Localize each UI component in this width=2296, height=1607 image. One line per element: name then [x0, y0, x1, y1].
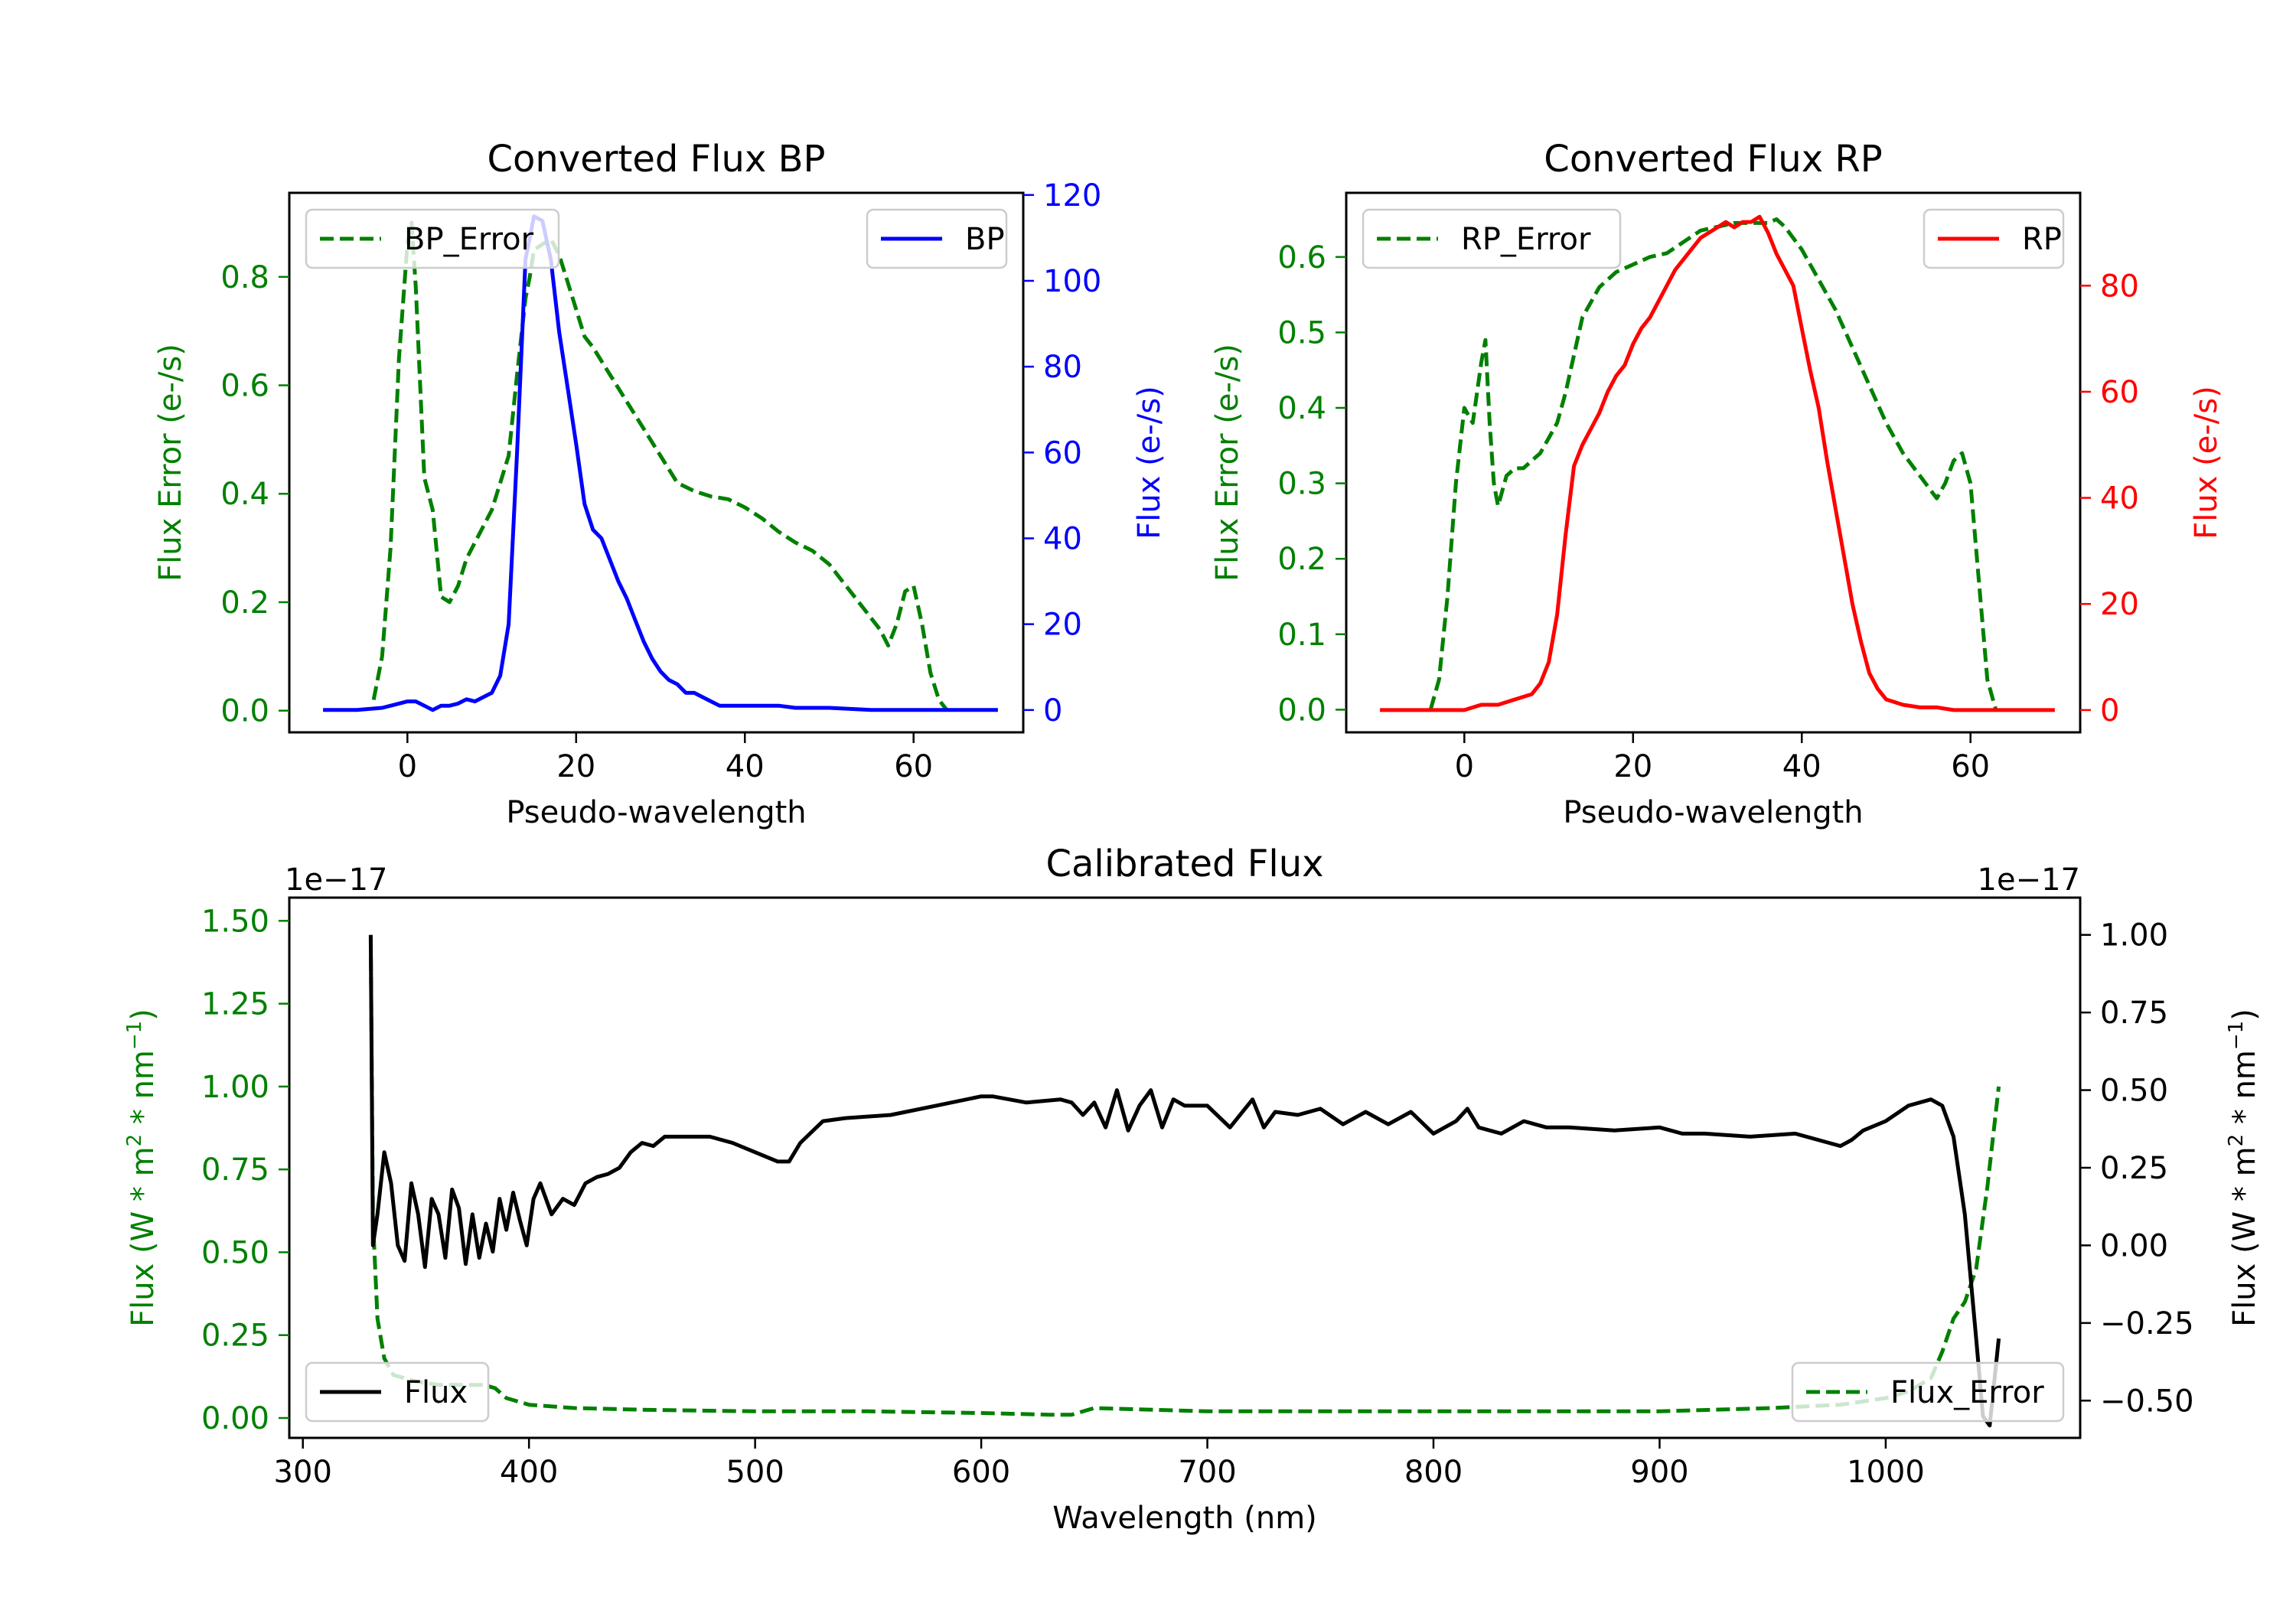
y-right-tick-label: 40: [1043, 521, 1082, 556]
plot-frame: [288, 191, 1025, 734]
legend-label: BP_Error: [404, 222, 534, 257]
y-right-tick-label: 0.50: [2100, 1074, 2168, 1109]
series-line-flux: [368, 934, 2001, 1428]
legend-label: Flux_Error: [1890, 1375, 2044, 1410]
y-left-tick-label: 0.2: [1277, 542, 1326, 577]
y-right-offset-label: 1e−17: [1978, 862, 2080, 898]
x-tick-label: 60: [1951, 749, 1990, 784]
y-left-tick-label: 0.1: [1277, 618, 1326, 653]
y-left-offset-label: 1e−17: [285, 862, 387, 898]
y-left-axis-label: Flux Error (e-/s): [1210, 344, 1245, 582]
legend-box: [305, 208, 560, 269]
x-tick-label: 300: [274, 1455, 332, 1490]
chart-panel-3: 300 400 500 600 700 800 900 1000 0.00 0.25 0.50 0.7…: [123, 843, 2262, 1536]
y-right-tick-label: 20: [2100, 587, 2139, 622]
x-tick-label: 20: [556, 749, 595, 784]
y-left-tick-label: 0.0: [1277, 693, 1326, 728]
y-left-tick-label: 0.75: [201, 1152, 269, 1188]
y-right-tick-label: 120: [1043, 178, 1101, 214]
y-left-tick-label: 0.50: [201, 1235, 269, 1270]
y-right-tick-label: −0.50: [2100, 1384, 2194, 1419]
y-right-axis-label: Flux (e-/s): [1132, 386, 1167, 539]
legend-box: [305, 1361, 490, 1423]
y-right-tick-label: 80: [1043, 350, 1082, 385]
chart-panel-1: 0 20 40 60 0.0 0.2 0.4 0.6 0.8 0 20 40 60 80 100 120 Con…: [153, 138, 1167, 830]
legend-box: [1791, 1361, 2065, 1423]
y-left-tick-label: 0.0: [220, 694, 269, 729]
series-line-bp-error: [371, 220, 949, 712]
y-left-tick-label: 0.5: [1277, 315, 1326, 350]
y-left-tick-label: 0.4: [220, 477, 269, 512]
x-tick-label: 500: [726, 1455, 784, 1490]
y-right-tick-label: 0.75: [2100, 996, 2168, 1031]
y-left-tick-label: 1.25: [201, 987, 269, 1022]
legend-label: BP: [965, 222, 1005, 257]
y-left-tick-label: 0.6: [220, 369, 269, 404]
y-right-tick-label: 20: [1043, 608, 1082, 643]
x-tick-label: 0: [398, 749, 417, 784]
y-left-tick-label: 0.4: [1277, 391, 1326, 426]
chart-panel-2: 0 20 40 60 0.0 0.1 0.2 0.3 0.4 0.5 0.6 0 20 40 60 80 Con…: [1210, 138, 2224, 830]
x-axis-label: Pseudo-wavelength: [1563, 795, 1863, 830]
y-left-tick-label: 1.00: [201, 1070, 269, 1105]
chart-title: Calibrated Flux: [1045, 843, 1323, 885]
y-left-tick-label: 0.8: [220, 260, 269, 295]
series-line-rp-error: [1428, 217, 1998, 711]
chart-title: Converted Flux BP: [488, 138, 826, 181]
y-left-tick-label: 0.6: [1277, 240, 1326, 275]
y-left-tick-label: 0.00: [201, 1401, 269, 1436]
legend-flux-error: Flux_Error: [1791, 1361, 2065, 1423]
y-left-tick-label: 1.50: [201, 904, 269, 939]
x-tick-label: 60: [894, 749, 933, 784]
x-tick-label: 400: [500, 1455, 558, 1490]
x-tick-label: 700: [1178, 1455, 1236, 1490]
y-left-axis-label: Flux Error (e-/s): [153, 344, 188, 582]
y-right-tick-label: 60: [2100, 375, 2139, 410]
legend-bp: BP: [866, 208, 1008, 269]
y-right-axis-label: Flux (e-/s): [2189, 386, 2224, 539]
x-tick-label: 1000: [1847, 1455, 1925, 1490]
legend-rp-error: RP_Error: [1362, 208, 1622, 269]
x-tick-label: 800: [1404, 1455, 1463, 1490]
x-tick-label: 40: [726, 749, 765, 784]
x-tick-label: 900: [1630, 1455, 1688, 1490]
y-right-tick-label: 0: [1043, 693, 1062, 729]
legend-label: Flux: [404, 1375, 468, 1410]
x-tick-label: 20: [1613, 749, 1652, 784]
y-right-tick-label: 0.00: [2100, 1228, 2168, 1263]
legend-rp: RP: [1923, 208, 2065, 269]
y-right-tick-label: 80: [2100, 269, 2139, 304]
legend-bp-error: BP_Error: [305, 208, 560, 269]
y-left-tick-label: 0.2: [220, 585, 269, 621]
y-right-tick-label: 0.25: [2100, 1151, 2168, 1186]
x-tick-label: 40: [1782, 749, 1821, 784]
legend-label: RP: [2022, 222, 2062, 257]
y-right-axis-label: Flux (W * m2 * nm−1): [2225, 1009, 2262, 1327]
legend-flux: Flux: [305, 1361, 490, 1423]
x-axis-label: Wavelength (nm): [1052, 1501, 1317, 1536]
y-left-axis-label: Flux (W * m2 * nm−1): [123, 1009, 161, 1327]
x-tick-label: 0: [1455, 749, 1474, 784]
x-axis-label: Pseudo-wavelength: [506, 795, 806, 830]
plot-frame: [1345, 191, 2082, 734]
y-right-tick-label: 0: [2100, 693, 2119, 729]
y-right-tick-label: −0.25: [2100, 1306, 2194, 1341]
plot-frame: [288, 896, 2082, 1439]
y-right-tick-label: 60: [1043, 435, 1082, 471]
series-line-flux-error: [368, 937, 2001, 1417]
chart-title: Converted Flux RP: [1544, 138, 1882, 181]
legend-label: RP_Error: [1461, 222, 1591, 257]
y-left-tick-label: 0.3: [1277, 467, 1326, 502]
y-right-tick-label: 100: [1043, 264, 1101, 299]
y-left-tick-label: 0.25: [201, 1319, 269, 1354]
y-right-tick-label: 1.00: [2100, 918, 2168, 953]
series-line-rp: [1380, 214, 2055, 712]
y-right-tick-label: 40: [2100, 481, 2139, 517]
legend-box: [1362, 208, 1622, 269]
series-line-bp: [323, 214, 998, 712]
x-tick-label: 600: [952, 1455, 1010, 1490]
